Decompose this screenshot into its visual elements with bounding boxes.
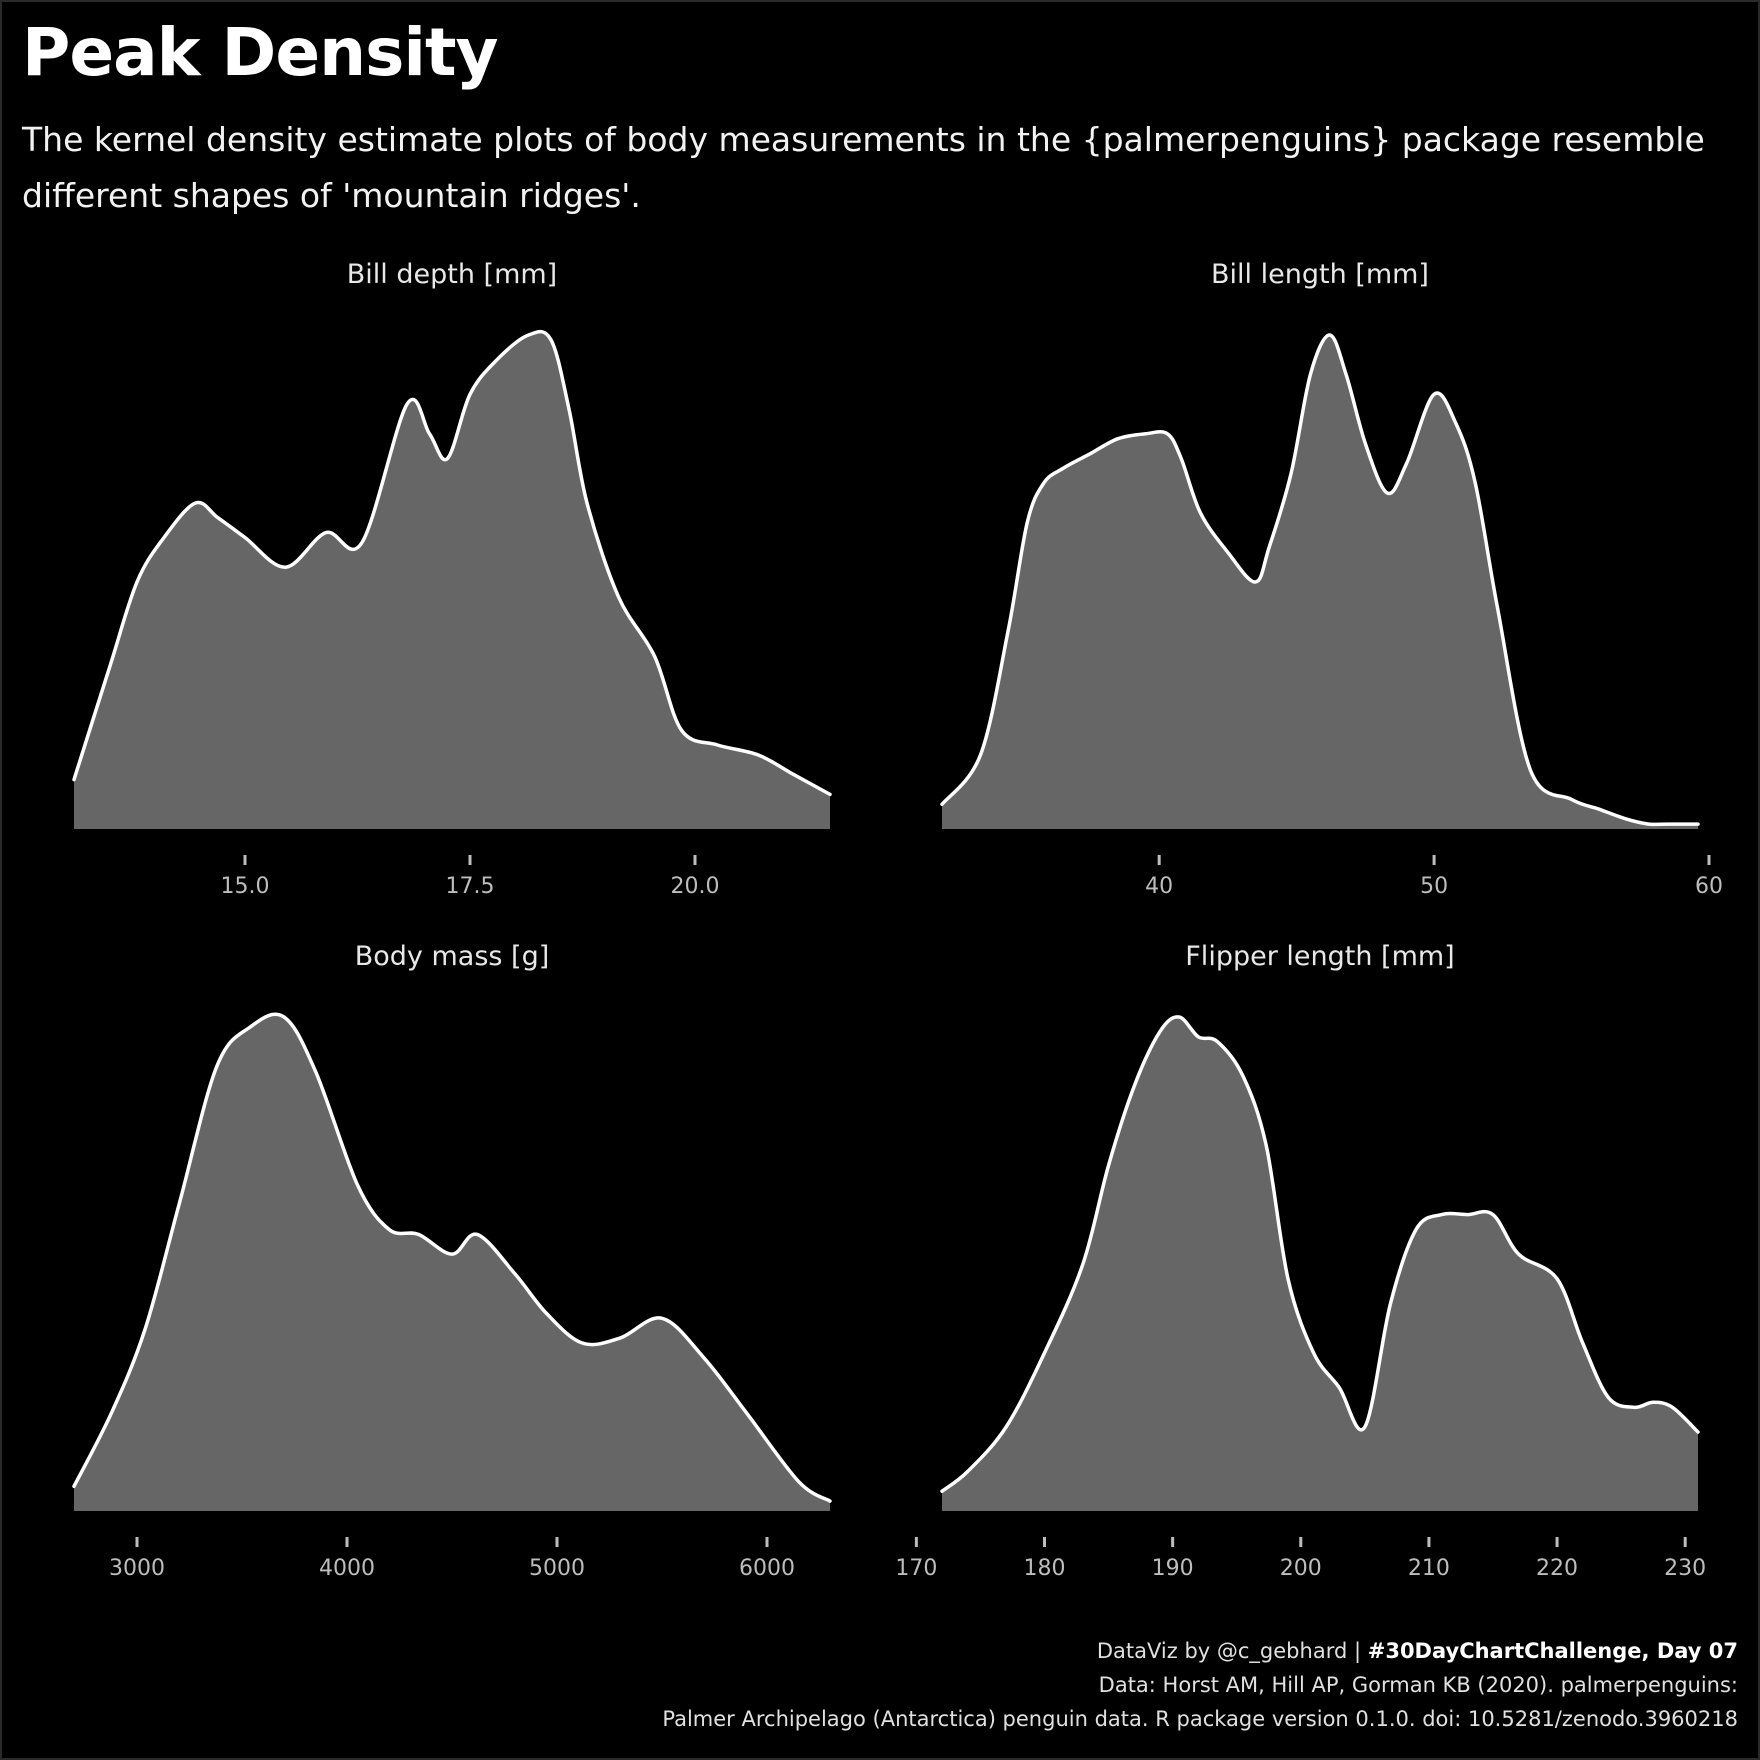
density-line bbox=[72, 1012, 832, 1503]
x-tick-label: 40 bbox=[1145, 874, 1173, 899]
panel-title: Body mass [g] bbox=[355, 941, 550, 972]
density-area bbox=[942, 1016, 1698, 1511]
x-tick-label: 50 bbox=[1420, 874, 1448, 899]
caption-challenge-text: #30DayChartChallenge, Day 07 bbox=[1367, 1639, 1738, 1663]
x-tick-label: 200 bbox=[1280, 1556, 1322, 1581]
caption-line-source: Data: Horst AM, Hill AP, Gorman KB (2020… bbox=[1098, 1673, 1738, 1697]
caption-line-credit: DataViz by @c_gebhard | #30DayChartChall… bbox=[662, 1634, 1738, 1668]
density-area bbox=[74, 331, 830, 829]
x-tick-label: 230 bbox=[1664, 1556, 1706, 1581]
density-line bbox=[940, 1015, 1700, 1493]
panel-bill-depth-mm: Bill depth [mm] 15.0 17.5 20.0 bbox=[72, 259, 832, 899]
density-line bbox=[940, 333, 1700, 827]
panel-title: Bill depth [mm] bbox=[347, 259, 557, 290]
page-subtitle: The kernel density estimate plots of bod… bbox=[22, 120, 1705, 215]
page-title: Peak Density bbox=[22, 14, 499, 91]
x-tick-label: 180 bbox=[1024, 1556, 1066, 1581]
x-tick-label: 20.0 bbox=[671, 874, 720, 899]
caption-line-citation: Palmer Archipelago (Antarctica) penguin … bbox=[662, 1707, 1738, 1731]
density-line bbox=[72, 329, 832, 797]
caption: DataViz by @c_gebhard | #30DayChartChall… bbox=[662, 1634, 1738, 1736]
x-tick-label: 15.0 bbox=[221, 874, 270, 899]
panel-flipper-length-mm: Flipper length [mm] 170 180 190 200 210 220 230 bbox=[895, 941, 1706, 1581]
panel-body-mass-g: Body mass [g] 3000 4000 5000 6000 bbox=[72, 941, 832, 1581]
panel-bill-length-mm: Bill length [mm] 40 50 60 bbox=[940, 259, 1723, 899]
x-tick-label: 210 bbox=[1408, 1556, 1450, 1581]
density-area bbox=[942, 335, 1698, 829]
panel-title: Bill length [mm] bbox=[1211, 259, 1429, 290]
density-chart-grid: Bill depth [mm] 15.0 17.5 20.0 Bill length [… bbox=[72, 259, 1723, 1581]
x-tick-label: 6000 bbox=[739, 1556, 795, 1581]
caption-credit-text: DataViz by @c_gebhard | bbox=[1096, 1639, 1362, 1663]
x-tick-label: 190 bbox=[1152, 1556, 1194, 1581]
x-tick-label: 4000 bbox=[319, 1556, 375, 1581]
x-tick-label: 5000 bbox=[529, 1556, 585, 1581]
x-tick-label: 60 bbox=[1695, 874, 1723, 899]
x-tick-label: 17.5 bbox=[446, 874, 495, 899]
panel-title: Flipper length [mm] bbox=[1185, 941, 1454, 972]
x-tick-label: 220 bbox=[1536, 1556, 1578, 1581]
x-tick-label: 170 bbox=[895, 1556, 937, 1581]
density-area bbox=[74, 1014, 830, 1511]
x-tick-label: 3000 bbox=[109, 1556, 165, 1581]
